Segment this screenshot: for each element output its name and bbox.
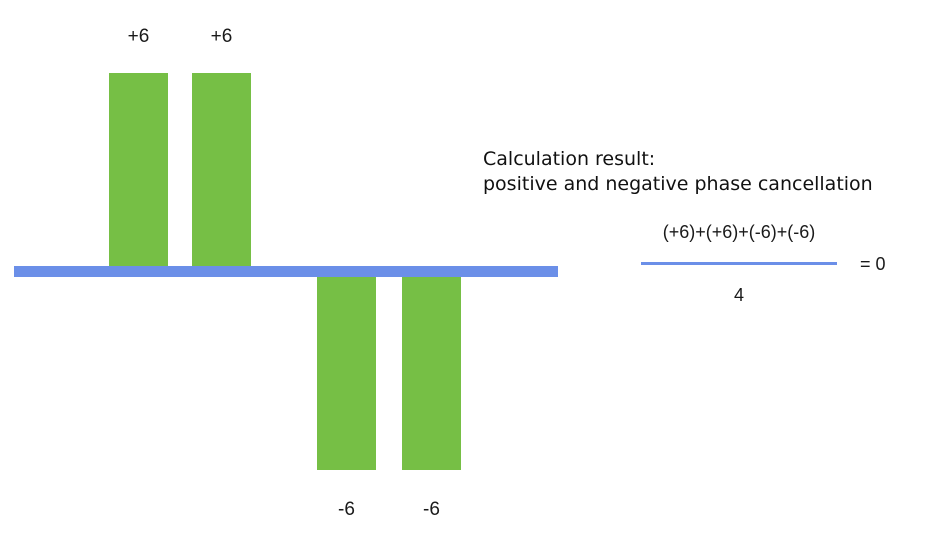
caption-line-2: positive and negative phase cancellation xyxy=(483,173,873,195)
bar-2-value-label: +6 xyxy=(211,26,233,47)
formula-numerator: (+6)+(+6)+(-6)+(-6) xyxy=(662,222,816,242)
calculation-caption: Calculation result: positive and negativ… xyxy=(483,147,873,197)
bar-4 xyxy=(402,277,461,470)
bar-1-value-label: +6 xyxy=(128,26,150,47)
fraction-bar xyxy=(641,262,837,265)
bar-3 xyxy=(317,277,376,470)
caption-line-1: Calculation result: xyxy=(483,148,656,170)
bar-1 xyxy=(109,73,168,266)
formula-denominator: 4 xyxy=(733,285,744,305)
zero-baseline xyxy=(14,266,558,277)
bar-4-value-label: -6 xyxy=(423,499,440,520)
bar-3-value-label: -6 xyxy=(338,499,355,520)
formula-result: = 0 xyxy=(860,254,886,274)
bar-2 xyxy=(192,73,251,266)
